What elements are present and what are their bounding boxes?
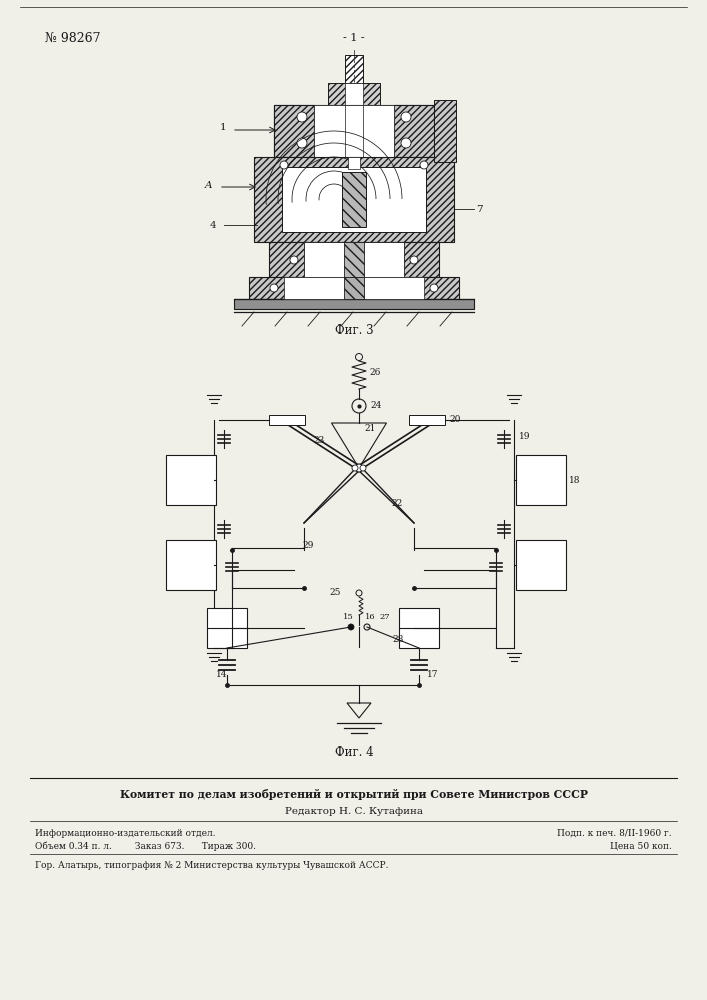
Text: 14: 14 [216, 670, 228, 679]
Circle shape [352, 465, 358, 471]
Text: 20: 20 [449, 415, 460, 424]
Polygon shape [342, 172, 366, 227]
Text: 21: 21 [364, 424, 375, 433]
Polygon shape [249, 277, 459, 299]
Circle shape [420, 161, 428, 169]
Text: Объем 0.34 п. л.        Заказ 673.      Тираж 300.: Объем 0.34 п. л. Заказ 673. Тираж 300. [35, 841, 256, 851]
Polygon shape [284, 277, 424, 299]
Polygon shape [345, 55, 363, 83]
Text: Информационно-издательский отдел.: Информационно-издательский отдел. [35, 828, 216, 838]
Polygon shape [254, 157, 454, 242]
Polygon shape [314, 105, 394, 157]
Text: Комитет по делам изобретений и открытий при Совете Министров СССР: Комитет по делам изобретений и открытий … [120, 788, 588, 800]
Text: 25: 25 [329, 588, 341, 597]
Polygon shape [234, 299, 474, 309]
Text: Фиг. 4: Фиг. 4 [334, 746, 373, 760]
Circle shape [280, 161, 288, 169]
Polygon shape [434, 100, 456, 162]
Polygon shape [345, 105, 363, 157]
Circle shape [401, 138, 411, 148]
Circle shape [401, 112, 411, 122]
Polygon shape [166, 455, 216, 505]
Circle shape [270, 284, 278, 292]
Text: - 1 -: - 1 - [343, 33, 365, 43]
Text: 16: 16 [365, 613, 375, 621]
Text: 29: 29 [302, 541, 313, 550]
Text: 27: 27 [379, 613, 390, 621]
Polygon shape [269, 242, 439, 277]
Circle shape [355, 464, 363, 472]
Text: 23: 23 [313, 436, 325, 445]
Text: 24: 24 [370, 401, 381, 410]
Polygon shape [269, 415, 305, 425]
Polygon shape [304, 242, 404, 277]
Text: 19: 19 [519, 432, 530, 441]
Polygon shape [345, 83, 363, 105]
Text: 15: 15 [343, 613, 354, 621]
Polygon shape [344, 242, 364, 277]
Text: Фиг. 3: Фиг. 3 [334, 324, 373, 336]
Polygon shape [348, 157, 360, 169]
Polygon shape [274, 105, 434, 157]
Text: 4: 4 [209, 221, 216, 230]
Text: 1: 1 [219, 123, 226, 132]
Polygon shape [516, 455, 566, 505]
Polygon shape [274, 105, 314, 157]
Polygon shape [282, 167, 426, 232]
Polygon shape [166, 540, 216, 590]
Polygon shape [409, 415, 445, 425]
Circle shape [430, 284, 438, 292]
Polygon shape [399, 608, 439, 648]
Text: № 98267: № 98267 [45, 31, 100, 44]
Text: A: A [204, 180, 212, 190]
Polygon shape [207, 608, 247, 648]
Text: 17: 17 [427, 670, 438, 679]
Text: 22: 22 [391, 499, 402, 508]
Text: Гор. Алатырь, типография № 2 Министерства культуры Чувашской АССР.: Гор. Алатырь, типография № 2 Министерств… [35, 861, 389, 870]
Circle shape [410, 256, 418, 264]
Text: Цена 50 коп.: Цена 50 коп. [610, 842, 672, 850]
Text: 28: 28 [392, 635, 404, 644]
Polygon shape [516, 540, 566, 590]
Circle shape [360, 465, 366, 471]
Text: Редактор Н. С. Кутафина: Редактор Н. С. Кутафина [285, 806, 423, 816]
Polygon shape [328, 83, 380, 105]
Polygon shape [344, 277, 364, 299]
Text: 26: 26 [369, 368, 380, 377]
Polygon shape [394, 105, 434, 157]
Circle shape [348, 624, 354, 630]
Text: 18: 18 [569, 476, 580, 485]
Circle shape [290, 256, 298, 264]
Text: 7: 7 [476, 205, 483, 214]
Circle shape [297, 112, 307, 122]
Circle shape [297, 138, 307, 148]
Text: Подп. к печ. 8/II-1960 г.: Подп. к печ. 8/II-1960 г. [557, 828, 672, 838]
